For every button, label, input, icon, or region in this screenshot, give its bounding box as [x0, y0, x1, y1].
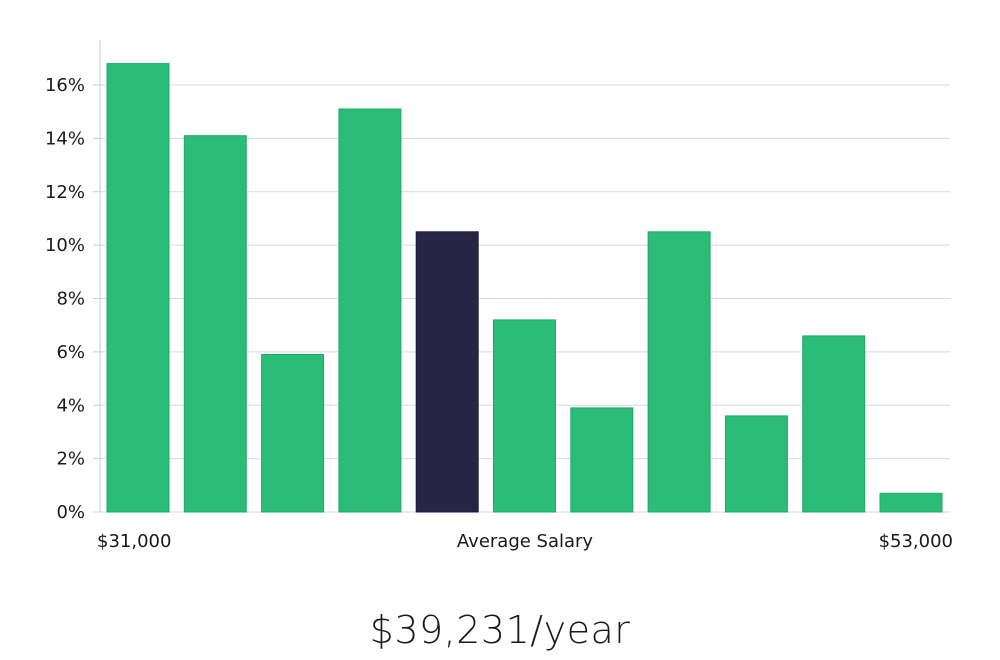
y-tick-label: 14% [45, 128, 85, 149]
y-tick-label: 12% [45, 182, 85, 203]
y-axis-ticks: 0% 2% 4% 6% 8% 10% 12% 14% 16% [45, 75, 100, 523]
y-tick-label: 2% [56, 449, 85, 470]
bar [261, 354, 325, 513]
y-tick-label: 10% [45, 235, 85, 256]
bar [183, 135, 247, 513]
y-tick-label: 4% [56, 395, 85, 416]
x-axis-title: Average Salary [457, 531, 594, 552]
bar [493, 319, 556, 513]
bar [724, 415, 788, 513]
x-min-label: $31,000 [97, 531, 171, 552]
bar-highlighted [415, 231, 479, 513]
y-tick-label: 16% [45, 75, 85, 96]
x-max-label: $53,000 [879, 531, 953, 552]
bar [802, 335, 866, 513]
bar [106, 63, 170, 513]
average-salary-value: $39,231/year [369, 608, 631, 652]
bars [106, 63, 943, 513]
bar [570, 407, 634, 513]
salary-distribution-chart: 0% 2% 4% 6% 8% 10% 12% 14% 16% $31,000 Average S… [45, 40, 953, 552]
bar [647, 231, 711, 513]
y-tick-label: 8% [56, 289, 85, 310]
y-tick-label: 0% [56, 502, 85, 523]
y-tick-label: 6% [56, 342, 85, 363]
bar [879, 492, 943, 513]
bar [338, 108, 402, 513]
